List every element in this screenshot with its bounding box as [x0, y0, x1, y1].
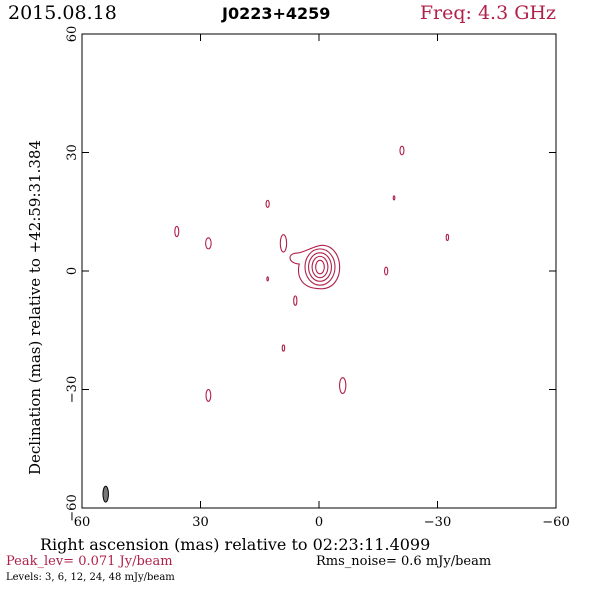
component-contour: [392, 195, 396, 201]
component-contour: [384, 266, 389, 276]
peak-level: Peak_lev= 0.071 Jy/beam: [6, 554, 173, 569]
x-tick-label: 0: [315, 515, 323, 530]
core-contour: [289, 244, 341, 290]
x-tick-label: 60: [74, 515, 91, 530]
y-tick-label: 60: [65, 26, 80, 43]
y-tick-label: −30: [65, 376, 80, 403]
beam-ellipse: [102, 485, 109, 503]
core-contour: [311, 255, 329, 279]
x-tick-label: −30: [424, 515, 451, 530]
component-contour: [174, 225, 180, 238]
x-tick-label: −60: [542, 515, 569, 530]
core-contour: [307, 252, 333, 282]
component-contour: [399, 145, 405, 156]
y-tick-label: −60: [65, 494, 80, 521]
component-contour: [279, 234, 288, 253]
observing-frequency: Freq: 4.3 GHz: [419, 2, 556, 24]
core-contour: [304, 248, 336, 286]
x-tick-label: 30: [192, 515, 209, 530]
y-axis-label: Declination (mas) relative to +42:59:31.…: [26, 140, 44, 475]
plot-frame: [81, 33, 557, 509]
epoch-date: 2015.08.18: [8, 2, 117, 24]
contour-layer: [102, 145, 450, 503]
component-contour: [266, 276, 269, 282]
component-contour: [445, 233, 450, 242]
component-contour: [281, 344, 286, 352]
component-contour: [338, 377, 347, 394]
component-contour: [205, 388, 212, 402]
y-tick-label: 30: [65, 144, 80, 161]
component-contour: [265, 199, 270, 208]
component-contour: [205, 237, 212, 250]
component-contour: [293, 295, 298, 306]
core-contour: [315, 259, 325, 275]
source-name: J0223+4259: [222, 4, 331, 23]
contour-levels: Levels: 3, 6, 12, 24, 48 mJy/beam: [6, 572, 175, 583]
y-tick-label: 0: [65, 267, 80, 275]
x-axis-label: Right ascension (mas) relative to 02:23:…: [40, 535, 430, 554]
rms-noise: Rms_noise= 0.6 mJy/beam: [316, 554, 492, 569]
